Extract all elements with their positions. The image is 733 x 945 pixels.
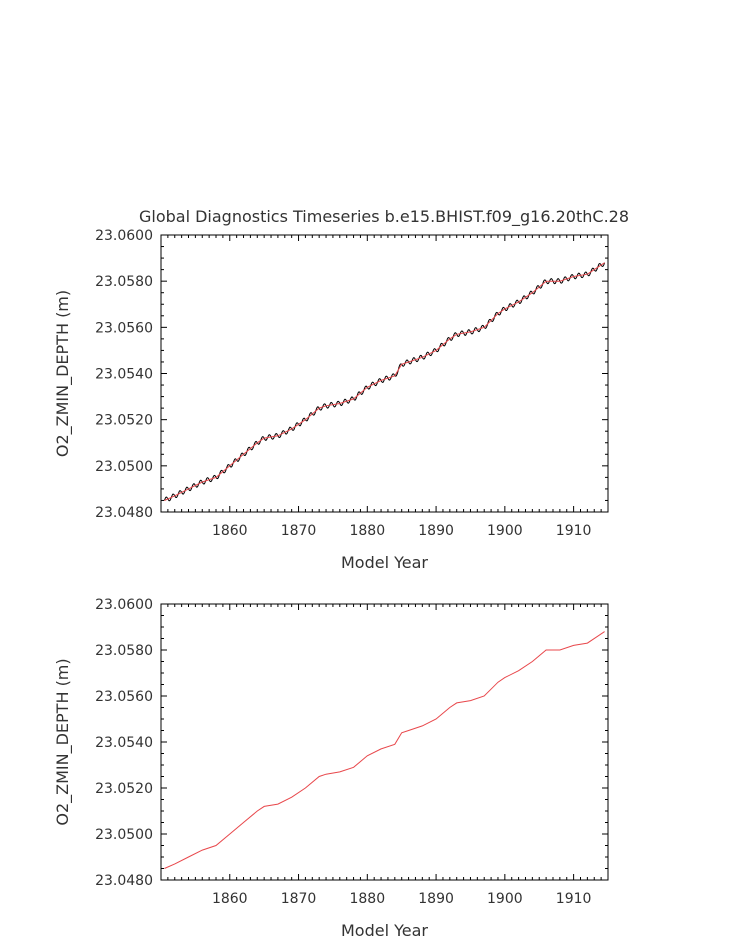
y-tick-label: 23.0480 — [95, 505, 153, 521]
y-tick-label: 23.0600 — [95, 597, 153, 613]
y-axis-label: O2_ZMIN_DEPTH (m) — [53, 658, 73, 825]
x-tick-label: 1880 — [349, 891, 385, 907]
x-tick-label: 1860 — [212, 891, 248, 907]
y-tick-label: 23.0600 — [95, 228, 153, 244]
x-tick-label: 1860 — [212, 523, 248, 539]
y-tick-label: 23.0540 — [95, 735, 153, 751]
y-tick-label: 23.0520 — [95, 781, 153, 797]
x-tick-label: 1870 — [281, 891, 317, 907]
y-tick-label: 23.0520 — [95, 413, 153, 429]
y-tick-label: 23.0580 — [95, 643, 153, 659]
y-tick-label: 23.0560 — [95, 689, 153, 705]
chart-panel-top: Global Diagnostics Timeseries b.e15.BHIS… — [53, 207, 629, 572]
plot-frame — [160, 603, 609, 881]
y-axis-label: O2_ZMIN_DEPTH (m) — [53, 290, 73, 457]
x-tick-label: 1910 — [556, 523, 592, 539]
y-tick-label: 23.0540 — [95, 367, 153, 383]
x-tick-label: 1910 — [556, 891, 592, 907]
plot-frame — [160, 234, 609, 513]
y-tick-label: 23.0580 — [95, 274, 153, 290]
x-tick-label: 1890 — [418, 523, 454, 539]
series-line — [164, 631, 605, 869]
x-axis-label: Model Year — [341, 553, 428, 572]
y-tick-label: 23.0480 — [95, 873, 153, 889]
series-line — [164, 262, 605, 501]
y-tick-label: 23.0560 — [95, 320, 153, 336]
x-tick-label: 1890 — [418, 891, 454, 907]
x-tick-label: 1870 — [281, 523, 317, 539]
y-tick-label: 23.0500 — [95, 459, 153, 475]
y-tick-label: 23.0500 — [95, 827, 153, 843]
x-tick-label: 1900 — [487, 523, 523, 539]
x-tick-label: 1880 — [349, 523, 385, 539]
x-axis-label: Model Year — [341, 921, 428, 940]
x-tick-label: 1900 — [487, 891, 523, 907]
chart-title: Global Diagnostics Timeseries b.e15.BHIS… — [139, 207, 629, 227]
chart-panel-bottom: O2_ZMIN_DEPTH (m) Model Year 1860 1870 188… — [53, 597, 609, 940]
